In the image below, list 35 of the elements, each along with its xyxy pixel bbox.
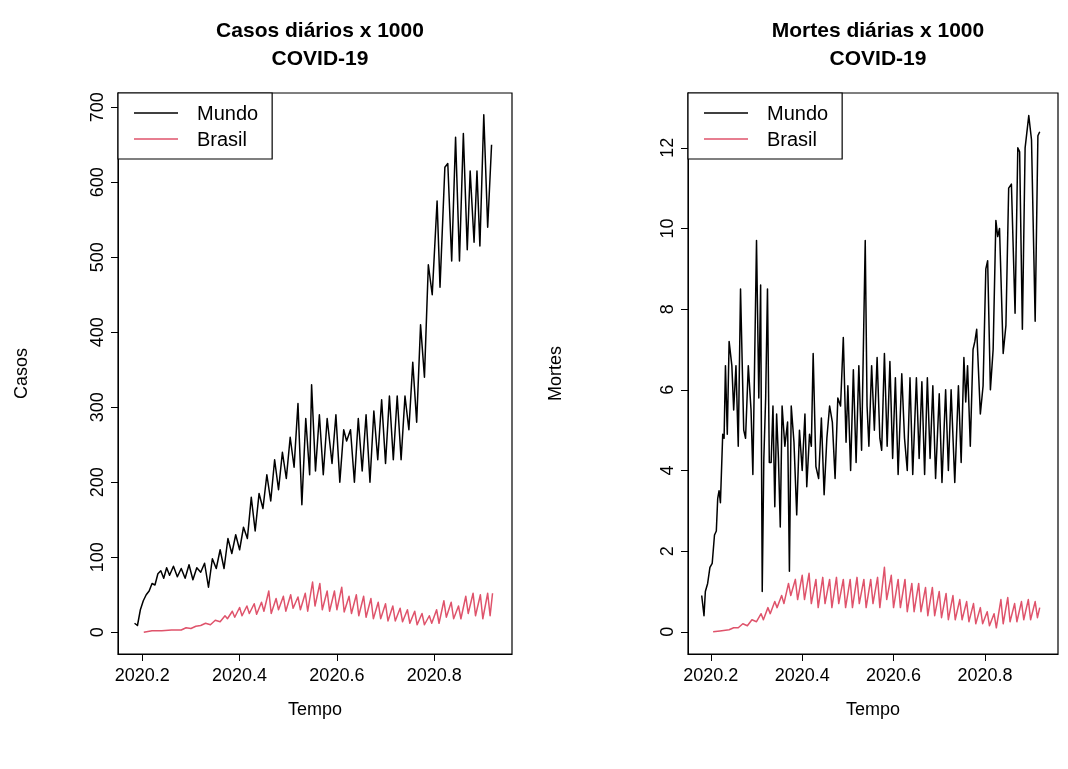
chart-title: Mortes diárias x 1000 COVID-19 [771,17,985,69]
line-series [143,581,494,633]
y-tick-label: 600 [87,167,107,198]
x-tick-label: 2020.2 [114,665,170,685]
y-tick-label: 0 [87,627,107,638]
x-tick-label: 2020.6 [866,665,922,685]
legend-label: Brasil [197,128,248,150]
y-axis-title: Casos [11,347,31,400]
y-tick-label: 2 [657,546,677,557]
x-tick-label: 2020.8 [406,665,462,685]
y-tick-label: 200 [87,467,107,498]
x-tick-label: 2020.4 [212,665,268,685]
y-tick-label: 4 [657,465,677,476]
y-axis-title: Mortes [545,345,565,402]
x-axis-title: Tempo [845,699,901,719]
legend-label: Brasil [767,128,818,150]
y-tick-label: 6 [657,384,677,395]
line-series [712,566,1041,633]
legend-label: Mundo [197,102,259,124]
x-axis-title: Tempo [287,699,343,719]
chart-title: Casos diários x 1000 COVID-19 [216,17,424,69]
legend-label: Mundo [767,102,829,124]
y-tick-label: 8 [657,304,677,315]
x-tick-label: 2020.4 [774,665,830,685]
x-tick-label: 2020.8 [957,665,1013,685]
x-tick-label: 2020.2 [683,665,739,685]
y-tick-label: 12 [657,137,677,158]
y-tick-label: 100 [87,542,107,573]
y-tick-label: 10 [657,218,677,239]
y-tick-label: 300 [87,392,107,423]
y-tick-label: 0 [657,626,677,637]
y-tick-label: 700 [87,92,107,123]
x-tick-label: 2020.6 [309,665,365,685]
y-tick-label: 400 [87,317,107,348]
y-tick-label: 500 [87,242,107,273]
